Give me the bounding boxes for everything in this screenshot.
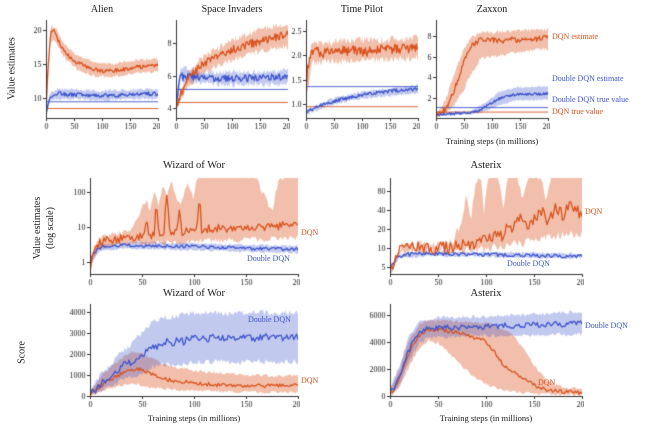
x-axis-label-bottom-left: Training steps (in millions) — [147, 413, 241, 423]
panel-wizard-of-wor-value: Wizard of Wor — [64, 160, 300, 288]
annotation-wow-value-double-dqn: Double DQN — [247, 254, 290, 263]
panel-time-pilot-title: Time Pilot — [340, 4, 384, 15]
time-pilot-chart-canvas — [278, 16, 420, 134]
y-axis-label-value-estimates-log: Value estimates (log scale) — [32, 196, 56, 260]
x-axis-label-top: Training steps (in millions) — [445, 136, 539, 146]
annotation-asterix-score-double-dqn: Double DQN — [585, 321, 628, 330]
asterix-value-chart-canvas — [364, 172, 584, 288]
annotation-asterix-value-double-dqn: Double DQN — [507, 259, 550, 268]
y-axis-label-score: Score — [16, 341, 28, 364]
panel-asterix-score: Asterix — [360, 288, 584, 412]
annotation-double-dqn-estimate: Double DQN estimate — [552, 74, 624, 83]
annotation-wow-score-double-dqn: Double DQN — [248, 315, 291, 324]
panel-alien-title: Alien — [90, 4, 114, 15]
panel-zaxxon-title: Zaxxon — [476, 4, 508, 15]
annotation-dqn-estimate: DQN estimate — [552, 32, 598, 41]
asterix-score-chart-canvas — [360, 300, 584, 412]
panel-wizard-of-wor-score: Wizard of Wor — [60, 288, 300, 412]
panel-space-invaders: Space Invaders — [148, 4, 290, 134]
panel-alien: Alien — [18, 4, 160, 134]
wizard-of-wor-score-chart-canvas — [60, 300, 300, 412]
annotation-double-dqn-true-value: Double DQN true value — [552, 95, 629, 104]
x-axis-label-bottom-right: Training steps (in millions) — [439, 413, 533, 423]
panel-space-invaders-title: Space Invaders — [201, 4, 263, 15]
annotation-asterix-score-dqn: DQN — [538, 378, 556, 387]
zaxxon-chart-canvas — [408, 16, 550, 134]
panel-asterix-value: Asterix — [364, 160, 584, 288]
panel-wizard-of-wor-value-title: Wizard of Wor — [162, 160, 226, 171]
space-invaders-chart-canvas — [148, 16, 290, 134]
panel-zaxxon: Zaxxon — [408, 4, 550, 134]
panel-asterix-score-title: Asterix — [470, 288, 502, 299]
wizard-of-wor-value-chart-canvas — [64, 172, 300, 288]
annotation-wow-value-dqn: DQN — [301, 228, 319, 237]
annotation-wow-score-dqn: DQN — [301, 376, 319, 385]
panel-asterix-value-title: Asterix — [470, 160, 502, 171]
annotation-asterix-value-dqn: DQN — [585, 207, 603, 216]
alien-chart-canvas — [18, 16, 160, 134]
annotation-dqn-true-value: DQN true value — [552, 107, 604, 116]
y-axis-label-value-estimates: Value estimates — [6, 37, 18, 100]
panel-time-pilot: Time Pilot — [278, 4, 420, 134]
panel-wizard-of-wor-score-title: Wizard of Wor — [162, 288, 226, 299]
